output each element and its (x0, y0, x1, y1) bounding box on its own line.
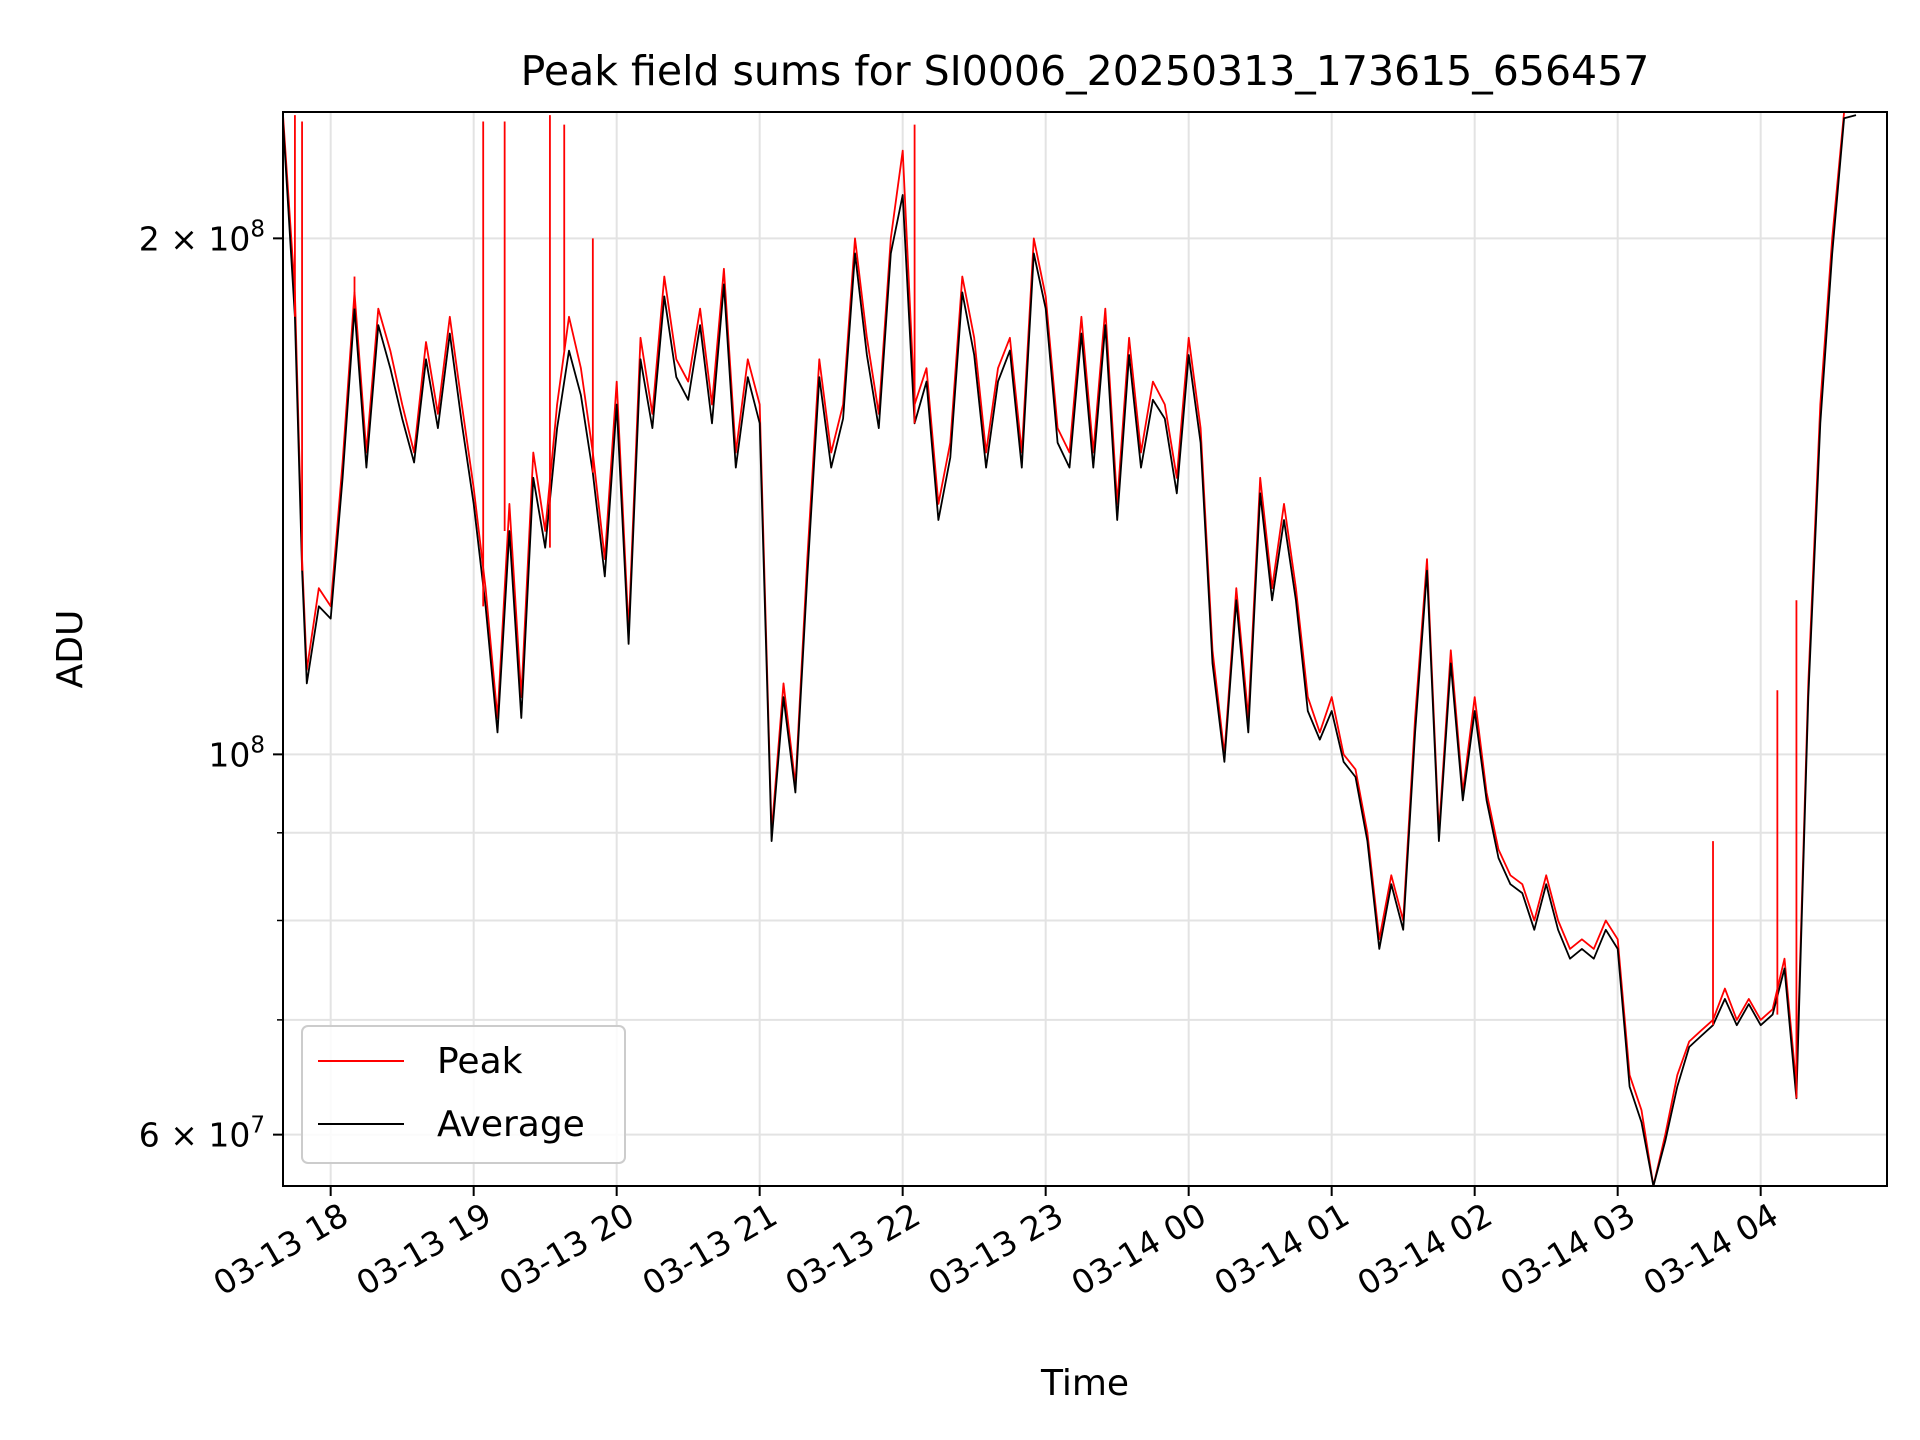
x-axis-label: Time (1040, 1363, 1129, 1404)
y-axis-label: ADU (50, 610, 91, 689)
x-tick-label: 03-14 04 (1637, 1195, 1785, 1303)
legend: Peak Average (301, 1025, 626, 1164)
x-tick-label: 03-14 03 (1494, 1195, 1642, 1303)
x-tick-label: 03-13 22 (779, 1195, 927, 1303)
series-line-peak (282, 111, 1856, 1187)
chart-title: Peak field sums for SI0006_20250313_1736… (521, 47, 1650, 95)
x-tick-label: 03-14 02 (1351, 1195, 1499, 1303)
x-tick-label: 03-14 01 (1208, 1195, 1356, 1303)
legend-label-peak: Peak (437, 1041, 523, 1082)
x-tick-label: 03-13 19 (350, 1195, 498, 1303)
x-tick-label: 03-13 20 (493, 1195, 641, 1303)
x-tick-label: 03-13 23 (922, 1195, 1070, 1303)
plot-frame (282, 111, 1888, 1187)
grid-layer (283, 112, 1887, 1186)
x-tick-label: 03-13 18 (207, 1195, 355, 1303)
x-tick-label: 03-14 00 (1065, 1195, 1213, 1303)
y-tick-label: 2 × 108 (139, 216, 265, 258)
y-tick-label: 6 × 107 (139, 1113, 265, 1155)
x-tick-label: 03-13 21 (636, 1195, 784, 1303)
series-line-average (282, 114, 1857, 1187)
y-tick-label: 108 (208, 732, 265, 774)
legend-label-average: Average (437, 1104, 585, 1145)
plot-layer (282, 111, 1857, 1187)
